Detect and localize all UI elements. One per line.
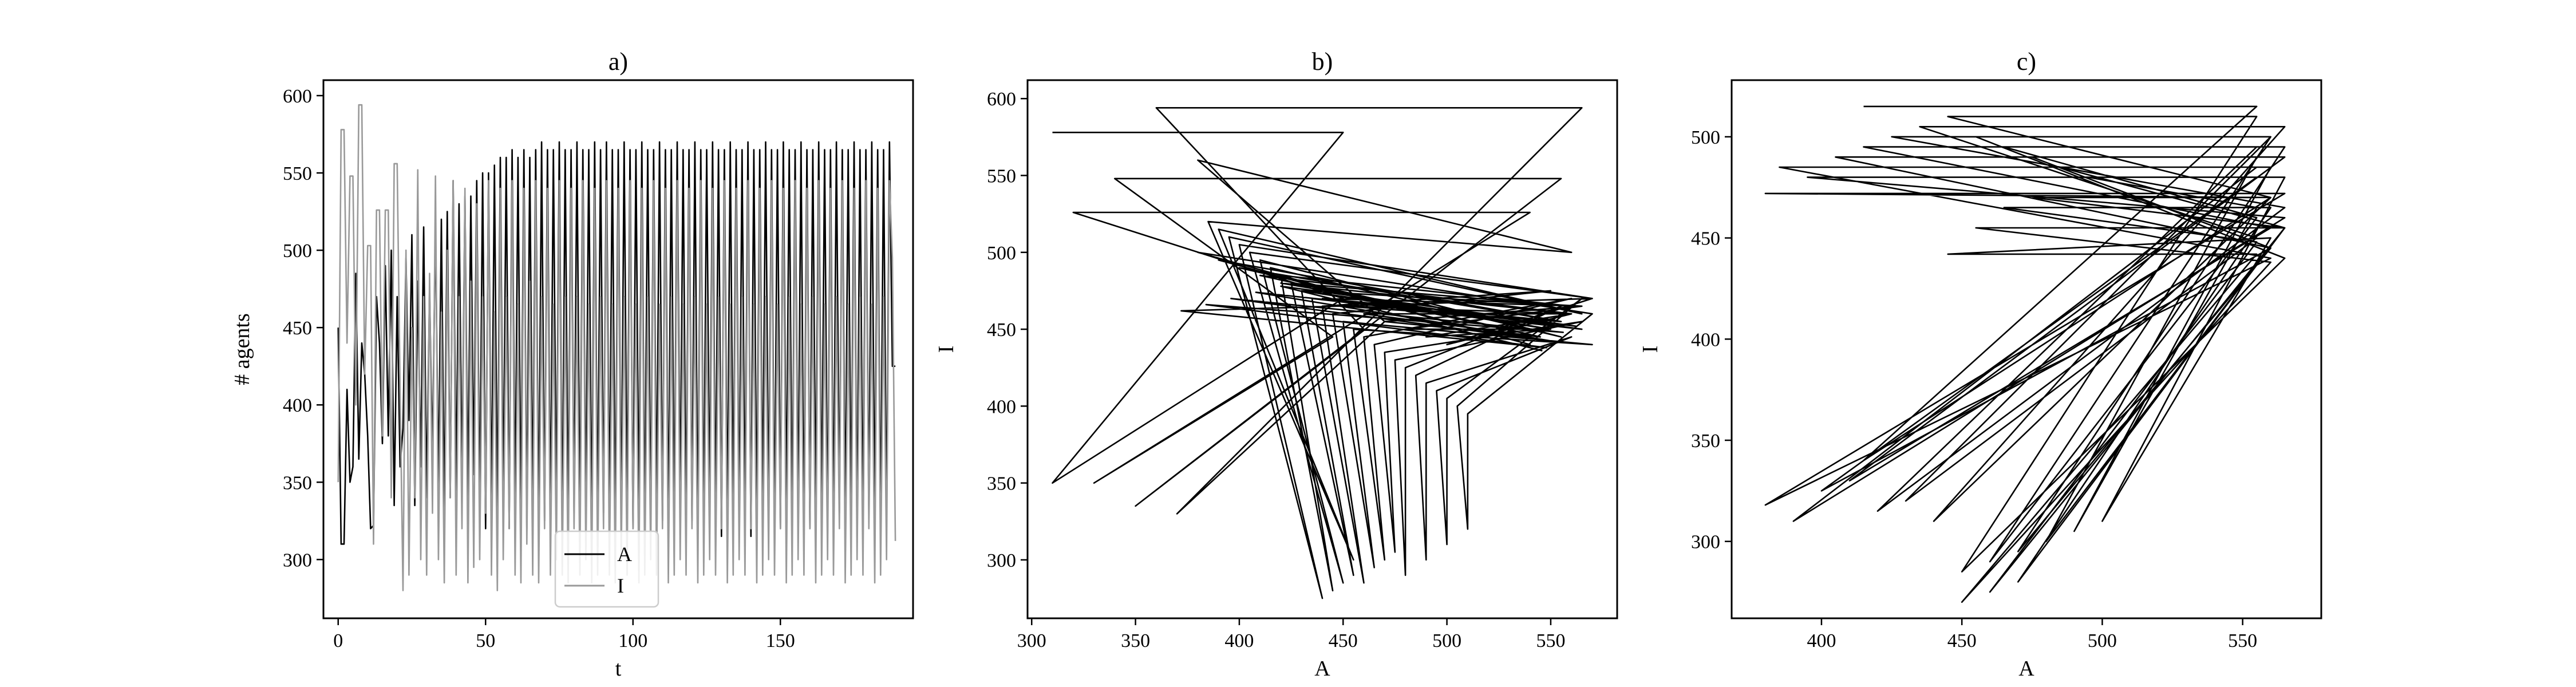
series-line-trajectory: [1052, 107, 1593, 599]
x-tick-label: 500: [2088, 630, 2117, 652]
x-tick-label: 300: [1017, 630, 1046, 652]
x-tick-label: 550: [2228, 630, 2257, 652]
legend-label-i: I: [617, 574, 624, 597]
x-tick-label: 550: [1536, 630, 1565, 652]
x-tick-label: 150: [766, 630, 795, 652]
x-tick-label: 50: [476, 630, 495, 652]
y-tick-label: 300: [1691, 532, 1720, 553]
legend: AI: [554, 530, 659, 608]
plot-frame: [1730, 79, 2322, 619]
x-tick-label: 500: [1432, 630, 1461, 652]
y-tick-label: 500: [283, 240, 312, 262]
panel-a: 0 50 100 150 300 350 400 450 500 550 600 a) t # agent…: [230, 48, 914, 681]
y-tick-label: 400: [987, 396, 1016, 417]
x-tick-label: 350: [1121, 630, 1150, 652]
y-tick-label: 350: [987, 473, 1016, 495]
y-tick-label: 350: [283, 472, 312, 493]
x-axis-label: t: [615, 657, 622, 681]
x-tick-label: 450: [1947, 630, 1977, 652]
panel-title: b): [1312, 48, 1333, 76]
y-tick-label: 600: [283, 86, 312, 107]
y-tick-label: 500: [987, 243, 1016, 264]
plot-frame: [1026, 79, 1618, 619]
y-axis-label: I: [934, 346, 958, 353]
y-tick-label: 550: [987, 166, 1016, 187]
y-tick-label: 350: [1691, 431, 1720, 452]
y-tick-label: 450: [283, 318, 312, 339]
y-tick-label: 550: [283, 163, 312, 184]
y-axis-label: I: [1638, 346, 1662, 353]
y-tick-label: 300: [283, 550, 312, 571]
x-axis-label: A: [1314, 657, 1330, 681]
x-tick-label: 400: [1807, 630, 1836, 652]
series-line-i: [337, 104, 896, 591]
y-tick-label: 400: [1691, 329, 1720, 350]
x-axis-label: A: [2018, 657, 2034, 681]
y-tick-label: 600: [987, 89, 1016, 110]
y-tick-label: 500: [1691, 127, 1720, 148]
x-tick-label: 400: [1224, 630, 1254, 652]
panel-b: 300 350 400 450 500 550 300 350 400 450 500 550 600 b…: [934, 48, 1618, 681]
x-tick-label: 0: [333, 630, 343, 652]
plot-frame: [322, 79, 914, 619]
y-tick-label: 450: [1691, 228, 1720, 250]
x-tick-label: 450: [1329, 630, 1358, 652]
y-tick-label: 400: [283, 395, 312, 416]
y-tick-label: 450: [987, 319, 1016, 341]
y-tick-label: 300: [987, 550, 1016, 571]
y-axis-label: # agents: [230, 313, 254, 385]
legend-label-a: A: [617, 543, 632, 566]
series-line-trajectory: [1764, 105, 2286, 603]
panel-c: 400 450 500 550 300 350 400 450 500 c) A I: [1638, 48, 2322, 681]
x-tick-label: 100: [618, 630, 647, 652]
legend-box: [554, 530, 659, 608]
panel-title: c): [2017, 48, 2036, 76]
panel-title: a): [609, 48, 628, 76]
